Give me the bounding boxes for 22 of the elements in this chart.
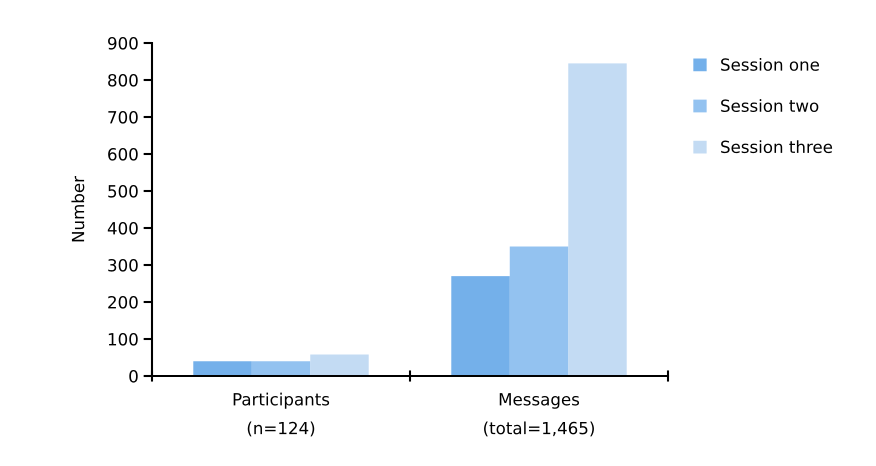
y-tick-label: 0 (129, 370, 138, 383)
y-tick-label: 900 (108, 36, 138, 50)
bar (510, 246, 568, 376)
bar (568, 63, 627, 376)
legend-label: Session two (721, 99, 818, 112)
y-tick-label: 600 (108, 148, 138, 161)
x-tick-label: Participants (n=124) (234, 392, 330, 436)
bar (252, 361, 310, 376)
y-tick-label: 200 (108, 296, 138, 309)
y-tick-label: 700 (108, 110, 138, 124)
x-tick-label: Messages (total=1,465) (484, 393, 594, 436)
y-axis-title: Number (71, 176, 84, 242)
bar (310, 354, 369, 376)
y-tick-label: 400 (108, 222, 138, 235)
bar (193, 361, 252, 376)
legend-label: Session three (721, 140, 832, 154)
y-tick-label: 500 (108, 184, 138, 198)
y-tick-label: 800 (108, 74, 138, 87)
legend-label: Session one (721, 58, 819, 71)
y-tick-label: 300 (108, 258, 138, 272)
bar (451, 276, 510, 376)
y-tick-label: 100 (108, 332, 138, 346)
